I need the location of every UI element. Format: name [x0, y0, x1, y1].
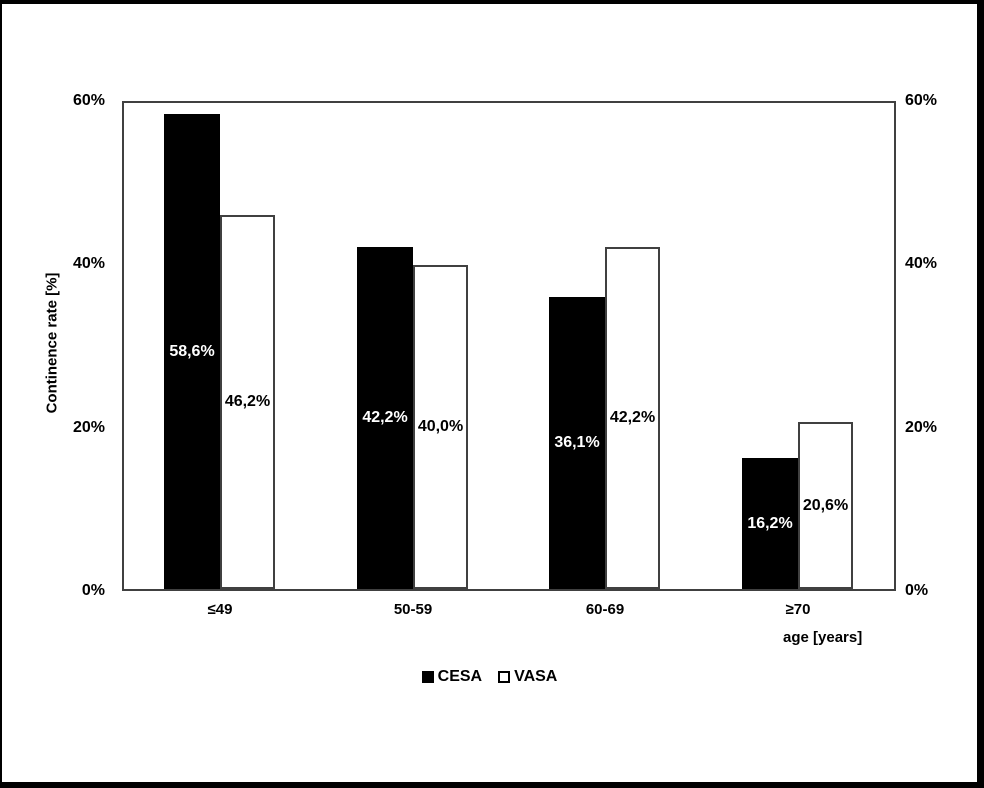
- bar-value-label: 40,0%: [417, 418, 464, 435]
- legend-marker-vasa-icon: [498, 671, 511, 683]
- y-tick-label-left-20pct: 20%: [72, 419, 105, 436]
- bar-vasa-group4: 20,6%: [798, 422, 853, 589]
- bar-cesa-group1: 58,6%: [164, 114, 220, 589]
- bar-value-label: 58,6%: [169, 342, 215, 360]
- x-axis-title: age [years]: [783, 629, 863, 646]
- y-tick-label-right-60pct: 60%: [905, 92, 938, 109]
- bar-value-label: 46,2%: [224, 393, 271, 410]
- y-axis-title: Continence rate [%]: [43, 272, 61, 414]
- plot-area: 58,6% 46,2% 42,2% 40,0% 36,1% 42,2% 16,2% 20,6%: [122, 101, 896, 591]
- y-tick-label-right-0pct: 0%: [905, 582, 929, 599]
- x-tick-label-1: ≤49: [207, 601, 233, 618]
- y-tick-label-left-40pct: 40%: [72, 255, 105, 272]
- bar-value-label: 42,2%: [609, 409, 656, 426]
- bar-value-label: 42,2%: [362, 409, 408, 426]
- y-tick-label-left-0pct: 0%: [81, 582, 105, 599]
- bar-vasa-group3: 42,2%: [605, 247, 660, 589]
- legend-label-cesa: CESA: [437, 668, 483, 685]
- y-tick-label-right-40pct: 40%: [905, 255, 938, 272]
- x-tick-label-2: 50-59: [393, 601, 433, 618]
- legend-item-vasa: VASA: [498, 668, 557, 686]
- bar-cesa-group2: 42,2%: [357, 247, 413, 589]
- bar-value-label: 16,2%: [747, 514, 793, 532]
- bar-value-label: 20,6%: [802, 496, 849, 514]
- x-tick-label-3: 60-69: [585, 601, 625, 618]
- legend-item-cesa: CESA: [421, 668, 483, 686]
- y-tick-label-right-20pct: 20%: [905, 419, 938, 436]
- y-tick-label-left-60pct: 60%: [72, 92, 105, 109]
- x-tick-label-4: ≥70: [785, 601, 811, 618]
- bar-cesa-group3: 36,1%: [549, 297, 605, 589]
- legend-label-vasa: VASA: [514, 668, 558, 685]
- bar-cesa-group4: 16,2%: [742, 458, 798, 589]
- bar-value-label: 36,1%: [554, 434, 600, 451]
- legend-marker-cesa-icon: [421, 671, 434, 683]
- legend: CESA VASA: [2, 668, 977, 686]
- bar-vasa-group2: 40,0%: [413, 265, 468, 589]
- bar-vasa-group1: 46,2%: [220, 215, 275, 589]
